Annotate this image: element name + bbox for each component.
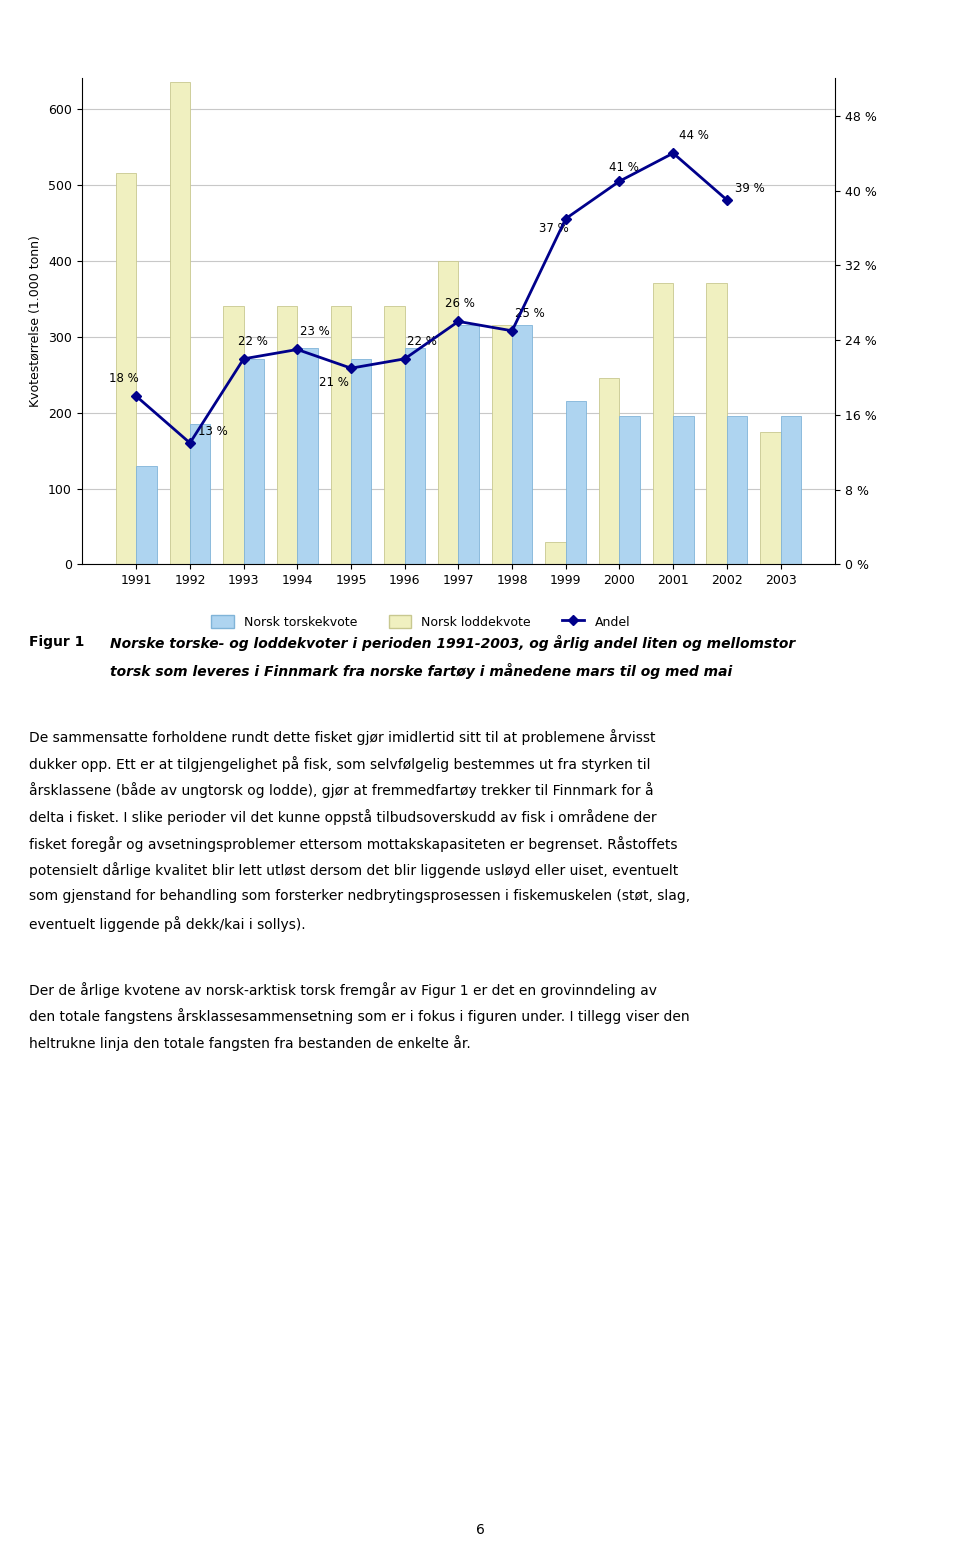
Text: den totale fangstens årsklassesammensetning som er i fokus i figuren under. I ti: den totale fangstens årsklassesammensetn… [29, 1008, 689, 1024]
Bar [170, 82, 190, 564]
Text: 6: 6 [475, 1523, 485, 1537]
Text: som gjenstand for behandling som forsterker nedbrytingsprosessen i fiskemuskelen: som gjenstand for behandling som forster… [29, 889, 690, 903]
Text: eventuelt liggende på dekk/kai i sollys).: eventuelt liggende på dekk/kai i sollys)… [29, 916, 305, 931]
Text: De sammensatte forholdene rundt dette fisket gjør imidlertid sitt til at problem: De sammensatte forholdene rundt dette fi… [29, 729, 656, 745]
Bar [116, 174, 136, 564]
Bar [707, 284, 727, 564]
Bar [244, 359, 264, 564]
Bar [599, 378, 619, 564]
Text: torsk som leveres i Finnmark fra norske fartøy i månedene mars til og med mai: torsk som leveres i Finnmark fra norske … [110, 663, 732, 679]
Text: dukker opp. Ett er at tilgjengelighet på fisk, som selvfølgelig bestemmes ut fra: dukker opp. Ett er at tilgjengelighet på… [29, 756, 650, 771]
Bar [351, 359, 372, 564]
Bar [512, 325, 533, 564]
Text: 22 %: 22 % [238, 334, 268, 348]
Text: 23 %: 23 % [300, 325, 330, 339]
Bar [330, 306, 351, 564]
Bar [619, 417, 640, 564]
Bar [727, 417, 747, 564]
Text: 21 %: 21 % [319, 376, 348, 389]
Bar [224, 306, 244, 564]
Text: 37 %: 37 % [539, 223, 568, 235]
Bar [565, 401, 587, 564]
Legend: Norsk torskekvote, Norsk loddekvote, Andel: Norsk torskekvote, Norsk loddekvote, And… [211, 615, 630, 629]
Text: Figur 1: Figur 1 [29, 635, 84, 649]
Text: 25 %: 25 % [515, 307, 544, 320]
Text: 39 %: 39 % [735, 182, 765, 196]
Bar [384, 306, 405, 564]
Text: 26 %: 26 % [445, 298, 475, 310]
Text: 44 %: 44 % [679, 129, 708, 143]
Text: 18 %: 18 % [109, 372, 139, 386]
Bar [438, 260, 459, 564]
Text: 22 %: 22 % [407, 334, 437, 348]
Text: Norske torske- og loddekvoter i perioden 1991-2003, og årlig andel liten og mell: Norske torske- og loddekvoter i perioden… [110, 635, 796, 651]
Bar [545, 541, 565, 564]
Bar [405, 348, 425, 564]
Text: Der de årlige kvotene av norsk-arktisk torsk fremgår av Figur 1 er det en grovin: Der de årlige kvotene av norsk-arktisk t… [29, 982, 657, 997]
Bar [459, 325, 479, 564]
Text: 13 %: 13 % [198, 425, 228, 439]
Text: årsklassene (både av ungtorsk og lodde), gjør at fremmedfartøy trekker til Finnm: årsklassene (både av ungtorsk og lodde),… [29, 782, 654, 798]
Bar [673, 417, 693, 564]
Bar [492, 325, 512, 564]
Bar [276, 306, 298, 564]
Bar [653, 284, 673, 564]
Bar [780, 417, 801, 564]
Text: potensielt dårlige kvalitet blir lett utløst dersom det blir liggende usløyd ell: potensielt dårlige kvalitet blir lett ut… [29, 862, 678, 878]
Y-axis label: Kvotestørrelse (1.000 tonn): Kvotestørrelse (1.000 tonn) [30, 235, 42, 408]
Bar [298, 348, 318, 564]
Bar [760, 431, 780, 564]
Text: heltrukne linja den totale fangsten fra bestanden de enkelte år.: heltrukne linja den totale fangsten fra … [29, 1035, 470, 1051]
Bar [136, 466, 156, 564]
Text: 41 %: 41 % [609, 162, 638, 174]
Bar [190, 423, 210, 564]
Text: fisket foregår og avsetningsproblemer ettersom mottakskapasiteten er begrenset. : fisket foregår og avsetningsproblemer et… [29, 836, 678, 851]
Text: delta i fisket. I slike perioder vil det kunne oppstå tilbudsoverskudd av fisk i: delta i fisket. I slike perioder vil det… [29, 809, 657, 825]
